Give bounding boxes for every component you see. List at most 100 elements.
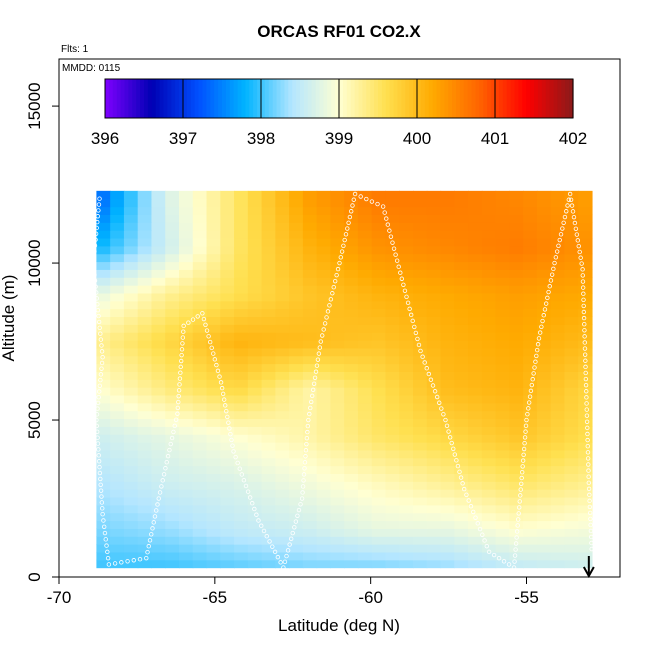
heat-cell (344, 410, 359, 420)
heat-cell (137, 528, 153, 537)
heat-cell (330, 520, 345, 529)
heat-cell (220, 473, 235, 482)
heat-cell (206, 551, 221, 561)
track-point (320, 333, 325, 338)
heat-cell (440, 245, 455, 255)
heat-cell (289, 253, 304, 263)
heat-cell (247, 473, 263, 482)
heat-cell (344, 418, 359, 427)
heat-cell (371, 269, 387, 278)
heat-cell (234, 434, 249, 443)
heat-cell (454, 504, 469, 514)
heat-cell (399, 277, 414, 286)
heat-cell (495, 379, 510, 388)
heat-cell (509, 269, 524, 278)
track-point (578, 255, 583, 260)
track-point (475, 521, 480, 526)
heat-cell (481, 528, 497, 537)
heat-cell (564, 363, 579, 372)
heat-cell (495, 237, 510, 247)
y-tick-label: 0 (25, 572, 44, 581)
heat-cell (578, 355, 593, 365)
heat-cell (302, 504, 318, 514)
heat-cell (289, 300, 304, 310)
heat-cell (385, 536, 400, 545)
track-point (94, 429, 100, 434)
track-point (413, 330, 419, 336)
heat-cell (564, 308, 579, 318)
track-point (549, 272, 555, 277)
heat-cell (481, 551, 497, 561)
x-axis: -70 -65 -60 -55 (47, 576, 539, 607)
heat-cell (178, 442, 194, 451)
heat-cell (151, 512, 166, 522)
heat-cell (137, 222, 153, 231)
heat-cell (261, 253, 276, 263)
heat-cell (399, 339, 414, 349)
heat-cell (178, 434, 194, 443)
heat-cell (509, 536, 524, 545)
track-point (226, 420, 231, 425)
heat-cell (178, 222, 194, 231)
heat-cell (399, 489, 414, 498)
heat-cell (509, 418, 524, 427)
heat-cell (536, 379, 552, 388)
heat-cell (289, 536, 304, 545)
heat-cell (399, 245, 414, 255)
heat-cell (564, 426, 579, 435)
heat-cell (137, 371, 153, 380)
track-point (91, 266, 97, 272)
heat-cell (123, 379, 139, 388)
heat-cell (357, 371, 373, 380)
track-point (415, 336, 420, 342)
heat-cell (110, 253, 125, 263)
heat-cell (151, 481, 166, 490)
heat-cell (536, 339, 552, 349)
heat-cell (123, 300, 139, 310)
colorbar-swatch (342, 79, 348, 118)
heat-cell (178, 449, 194, 459)
heat-cell (578, 214, 593, 223)
heat-cell (399, 512, 414, 522)
heat-cell (495, 324, 510, 333)
heat-cell (275, 379, 290, 388)
heat-cell (481, 214, 497, 223)
heat-cell (234, 261, 249, 270)
colorbar-swatch (510, 79, 516, 118)
heat-cell (426, 198, 442, 208)
heat-cell (454, 551, 469, 561)
track-point (391, 246, 397, 251)
heat-cell (96, 190, 111, 200)
heat-cell (206, 261, 221, 270)
heat-cell (413, 308, 428, 318)
heat-cell (344, 520, 359, 529)
heat-cell (247, 457, 263, 467)
heat-cell (371, 544, 387, 553)
heat-cell (165, 261, 180, 270)
heat-cell (371, 253, 387, 263)
track-point (150, 526, 155, 531)
heat-cell (495, 347, 510, 357)
track-point (96, 202, 102, 207)
track-point (159, 484, 164, 489)
heat-cell (330, 332, 345, 341)
heat-cell (536, 465, 552, 474)
heat-cell (289, 379, 304, 388)
heat-cell (123, 347, 139, 357)
heat-cell (399, 261, 414, 270)
heat-cell (137, 410, 153, 420)
track-point (175, 405, 181, 411)
heat-cell (316, 379, 332, 388)
heat-cell (550, 347, 566, 357)
track-point (175, 411, 180, 416)
heat-cell (220, 347, 235, 357)
heat-cell (220, 379, 235, 388)
colorbar-swatch (194, 79, 200, 118)
heat-cell (316, 536, 332, 545)
heat-cell (192, 449, 208, 459)
heat-cell (289, 394, 304, 404)
heat-cell (110, 379, 125, 388)
heat-cell (178, 512, 194, 522)
track-point (99, 360, 105, 366)
heat-cell (261, 559, 276, 569)
